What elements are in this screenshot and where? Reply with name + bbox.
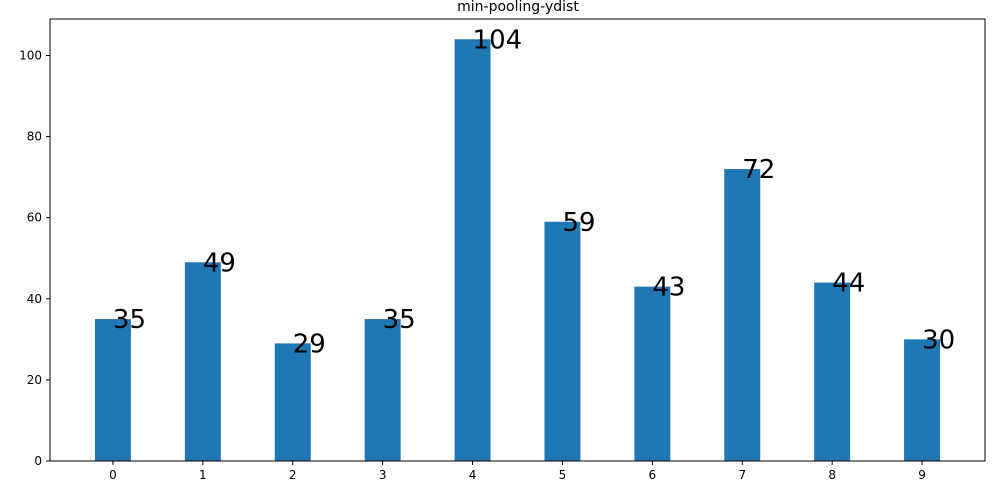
x-tick-label-5: 5	[559, 468, 567, 482]
bars-group	[94, 39, 941, 462]
bar-4	[454, 39, 491, 461]
y-tick-label-40: 40	[27, 292, 42, 306]
data-label-3: 35	[383, 305, 416, 335]
bar-8	[814, 282, 851, 461]
y-tick-label-100: 100	[19, 48, 42, 62]
bar-7	[724, 169, 761, 462]
data-label-7: 72	[742, 155, 775, 185]
bar-2	[274, 343, 311, 461]
x-tick-label-9: 9	[918, 468, 926, 482]
bar-6	[634, 286, 671, 461]
data-label-5: 59	[562, 208, 595, 238]
x-tick-label-3: 3	[379, 468, 387, 482]
y-axis: 0 20 40 60 80 100	[19, 48, 50, 468]
y-tick-label-60: 60	[27, 211, 42, 225]
bar-1	[184, 262, 221, 461]
x-tick-label-7: 7	[738, 468, 746, 482]
bar-9	[904, 339, 941, 461]
data-label-1: 49	[203, 248, 236, 278]
x-tick-label-0: 0	[109, 468, 117, 482]
x-tick-label-8: 8	[828, 468, 836, 482]
x-tick-label-4: 4	[469, 468, 477, 482]
data-label-6: 43	[652, 273, 685, 303]
chart-title: min-pooling-ydist	[457, 0, 579, 15]
plot-frame	[49, 18, 986, 462]
bar-5	[544, 221, 581, 461]
bar-0	[94, 319, 131, 461]
x-tick-label-1: 1	[199, 468, 207, 482]
y-tick-label-20: 20	[27, 373, 42, 387]
data-label-2: 29	[293, 329, 326, 359]
x-axis: 0 1 2 3 4 5 6 7 8 9	[109, 461, 926, 482]
data-label-0: 35	[113, 305, 146, 335]
data-labels-group: 35 49 29 35 104 59 43 72 44 30	[113, 25, 955, 359]
data-label-4: 104	[473, 25, 523, 55]
x-tick-label-2: 2	[289, 468, 297, 482]
data-label-8: 44	[832, 269, 865, 299]
y-tick-label-0: 0	[34, 454, 42, 468]
bar-3	[364, 319, 401, 461]
x-tick-label-6: 6	[649, 468, 657, 482]
data-label-9: 30	[922, 325, 955, 355]
y-tick-label-80: 80	[27, 130, 42, 144]
